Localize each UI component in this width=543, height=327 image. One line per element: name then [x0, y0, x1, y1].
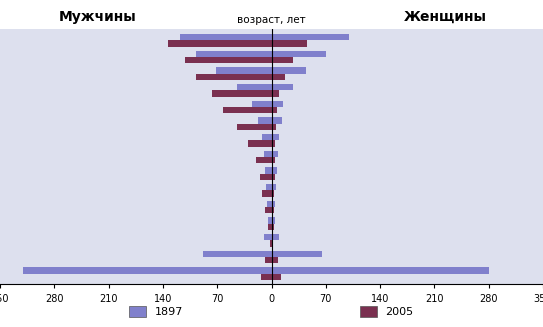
- Bar: [168, 40, 272, 47]
- Bar: [264, 234, 272, 240]
- Bar: [272, 84, 293, 90]
- Bar: [272, 224, 274, 230]
- Bar: [223, 107, 272, 113]
- Bar: [272, 157, 275, 163]
- Bar: [266, 207, 272, 213]
- Bar: [272, 140, 275, 146]
- Bar: [272, 101, 283, 107]
- Bar: [262, 190, 272, 197]
- Bar: [272, 117, 282, 124]
- Bar: [257, 117, 272, 124]
- Bar: [268, 224, 272, 230]
- Legend: 1897: 1897: [125, 301, 188, 321]
- Bar: [180, 34, 272, 40]
- Bar: [272, 201, 275, 207]
- Bar: [262, 134, 272, 140]
- Text: Мужчины: Мужчины: [59, 10, 137, 24]
- Bar: [272, 267, 489, 274]
- Bar: [272, 207, 274, 213]
- Legend: 2005: 2005: [356, 301, 418, 321]
- Bar: [272, 74, 286, 80]
- Bar: [237, 124, 272, 130]
- Bar: [216, 67, 272, 74]
- Bar: [272, 34, 349, 40]
- Bar: [261, 274, 272, 280]
- Bar: [256, 157, 272, 163]
- Bar: [272, 57, 293, 63]
- Bar: [272, 251, 322, 257]
- Bar: [272, 274, 281, 280]
- Bar: [272, 234, 279, 240]
- Bar: [266, 167, 272, 174]
- Bar: [272, 67, 306, 74]
- Bar: [237, 84, 272, 90]
- Bar: [272, 90, 279, 96]
- Bar: [272, 107, 277, 113]
- Bar: [272, 184, 276, 190]
- Bar: [272, 40, 307, 47]
- Bar: [252, 101, 272, 107]
- Bar: [212, 90, 272, 96]
- Bar: [260, 174, 272, 180]
- Bar: [266, 184, 272, 190]
- Bar: [203, 251, 272, 257]
- Bar: [272, 190, 274, 197]
- Bar: [267, 201, 272, 207]
- Text: возраст, лет: возраст, лет: [237, 15, 306, 25]
- Bar: [272, 134, 279, 140]
- Bar: [268, 217, 272, 224]
- Text: Женщины: Женщины: [404, 10, 487, 24]
- Bar: [272, 167, 277, 174]
- Bar: [266, 257, 272, 263]
- Bar: [270, 240, 272, 247]
- Bar: [272, 151, 277, 157]
- Bar: [272, 174, 275, 180]
- Bar: [196, 51, 272, 57]
- Bar: [248, 140, 272, 146]
- Bar: [272, 240, 273, 247]
- Bar: [264, 151, 272, 157]
- Bar: [272, 51, 326, 57]
- Bar: [272, 257, 277, 263]
- Bar: [196, 74, 272, 80]
- Bar: [185, 57, 272, 63]
- Bar: [272, 217, 275, 224]
- Bar: [23, 267, 272, 274]
- Bar: [272, 124, 276, 130]
